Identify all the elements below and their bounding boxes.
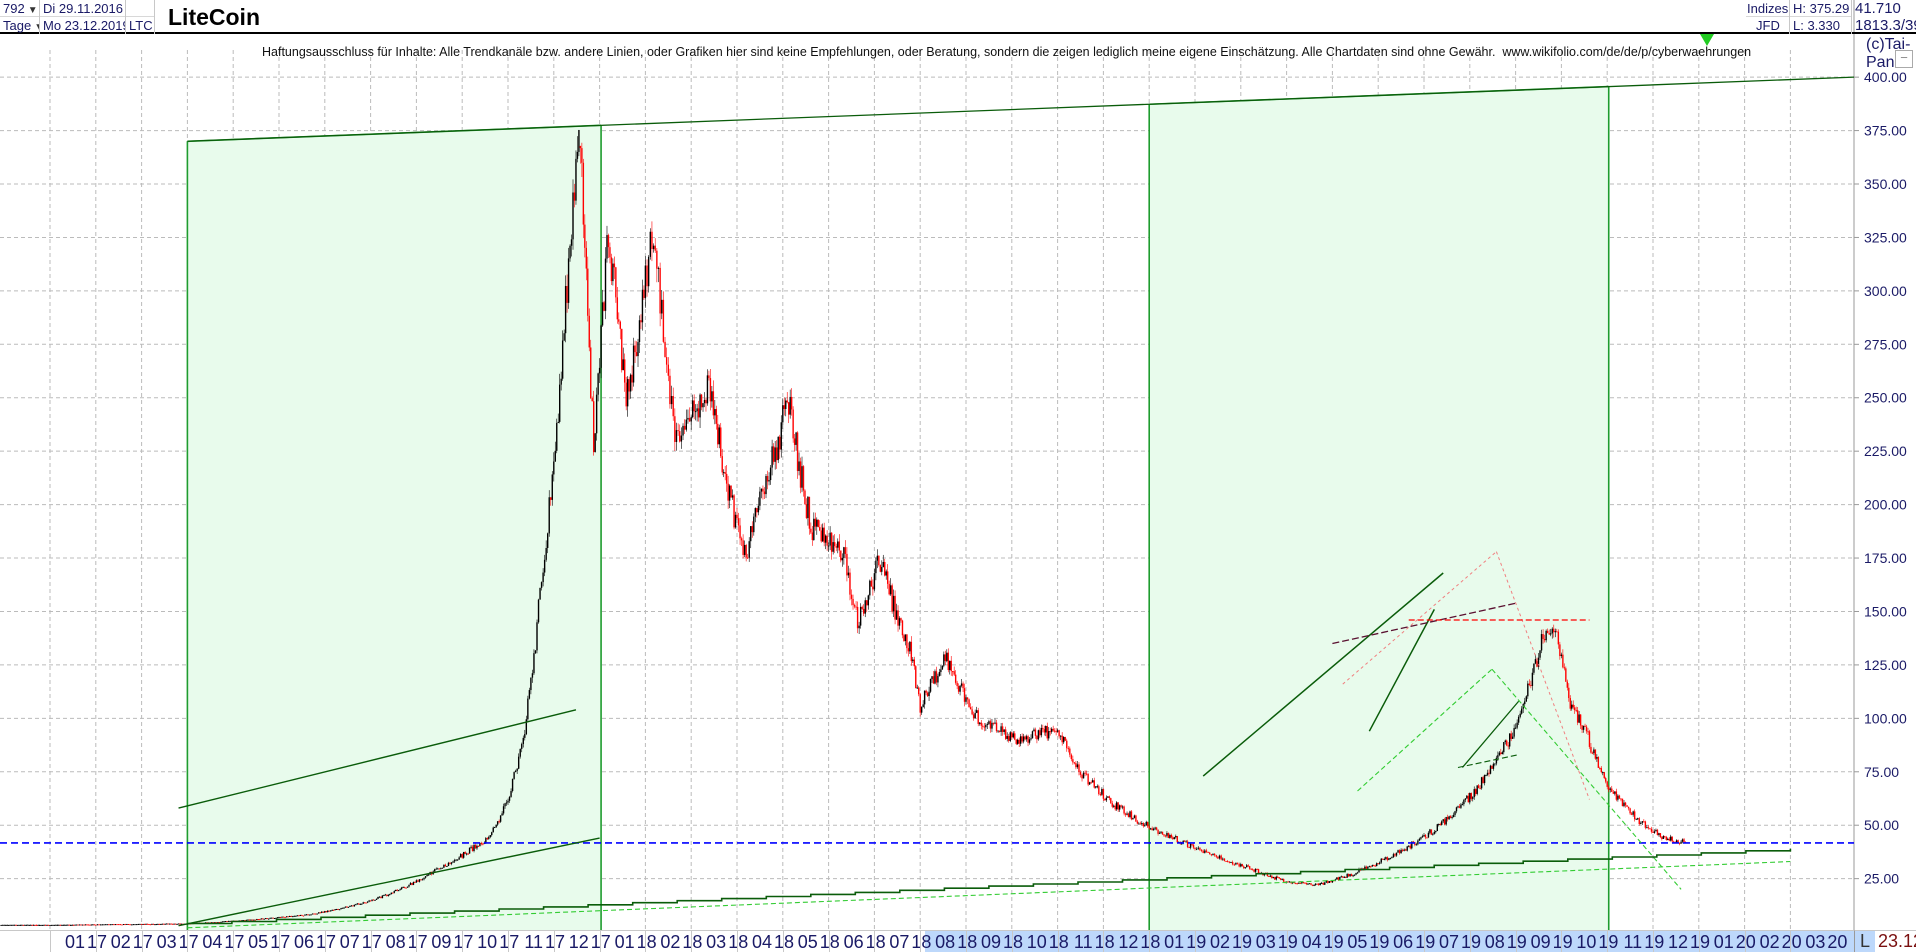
- svg-text:175.00: 175.00: [1864, 550, 1907, 566]
- svg-text:50.00: 50.00: [1864, 817, 1899, 833]
- svg-text:25.00: 25.00: [1864, 871, 1899, 887]
- svg-text:300.00: 300.00: [1864, 283, 1907, 299]
- svg-text:225.00: 225.00: [1864, 443, 1907, 459]
- svg-text:125.00: 125.00: [1864, 657, 1907, 673]
- svg-text:375.00: 375.00: [1864, 123, 1907, 139]
- svg-text:150.00: 150.00: [1864, 603, 1907, 619]
- svg-text:275.00: 275.00: [1864, 336, 1907, 352]
- svg-text:350.00: 350.00: [1864, 176, 1907, 192]
- svg-text:75.00: 75.00: [1864, 764, 1899, 780]
- svg-text:200.00: 200.00: [1864, 497, 1907, 513]
- svg-text:325.00: 325.00: [1864, 229, 1907, 245]
- svg-text:250.00: 250.00: [1864, 390, 1907, 406]
- svg-text:100.00: 100.00: [1864, 710, 1907, 726]
